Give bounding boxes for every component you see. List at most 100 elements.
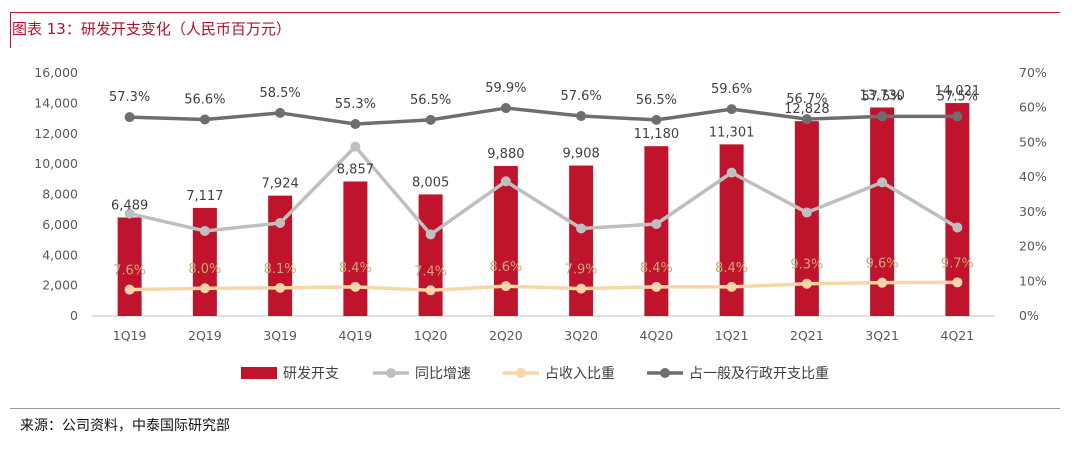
series-point	[425, 114, 436, 125]
legend-swatch-marker	[516, 368, 526, 378]
series-point	[877, 277, 888, 288]
y-left-tick-label: 6,000	[42, 217, 78, 232]
x-tick-label: 4Q21	[941, 328, 975, 343]
series-point	[651, 219, 662, 230]
y-right-tick-label: 50%	[1019, 134, 1047, 149]
x-tick-label: 1Q19	[113, 328, 147, 343]
x-tick-label: 1Q21	[715, 328, 749, 343]
revenue-share-label: 7.9%	[565, 263, 598, 278]
series-point	[801, 278, 812, 289]
series-point	[275, 107, 286, 118]
y-right-tick-label: 30%	[1019, 204, 1047, 219]
revenue-share-label: 8.4%	[715, 261, 748, 276]
y-right-tick-label: 0%	[1019, 308, 1039, 323]
series-point	[199, 225, 210, 236]
series-line	[129, 144, 959, 237]
revenue-share-label: 8.1%	[264, 262, 297, 277]
bar-value-label: 14,021	[935, 84, 981, 99]
y-left-tick-label: 16,000	[34, 65, 78, 80]
series-point	[576, 283, 587, 294]
title-rule	[10, 12, 1060, 13]
series-point	[651, 114, 662, 125]
x-tick-label: 2Q21	[790, 328, 824, 343]
revenue-share-label: 8.0%	[188, 262, 221, 277]
y-left-tick-label: 0	[70, 308, 78, 323]
ga-share-label: 57.3%	[109, 90, 150, 105]
source-rule	[10, 408, 1060, 409]
legend-swatch-marker	[386, 368, 396, 378]
revenue-share-label: 7.6%	[113, 264, 146, 279]
x-tick-label: 4Q19	[339, 328, 373, 343]
series-point	[576, 223, 587, 234]
series-point	[726, 104, 737, 115]
series-point	[124, 112, 135, 123]
series-point	[952, 277, 963, 288]
series-point	[350, 281, 361, 292]
y-left-tick-label: 8,000	[42, 187, 78, 202]
y-left-tick-label: 4,000	[42, 247, 78, 262]
revenue-share-label: 8.4%	[640, 261, 673, 276]
bar-value-label: 7,117	[186, 189, 223, 204]
series-point	[425, 229, 436, 240]
x-tick-label: 3Q21	[865, 328, 899, 343]
ga-share-label: 56.5%	[410, 93, 451, 108]
y-right-tick-label: 40%	[1019, 169, 1047, 184]
series-point	[350, 119, 361, 130]
series-point	[275, 217, 286, 228]
ga-share-label: 56.5%	[636, 93, 677, 108]
series-point	[275, 282, 286, 293]
bar-value-label: 9,908	[563, 147, 600, 162]
series-line	[129, 106, 958, 126]
ga-share-label: 57.5%	[937, 89, 978, 104]
y-right-tick-label: 70%	[1019, 65, 1047, 80]
legend-swatch-bar	[241, 367, 277, 379]
revenue-share-label: 7.4%	[414, 264, 447, 279]
y-left-tick-label: 12,000	[34, 126, 78, 141]
revenue-share-label: 9.6%	[866, 257, 899, 272]
legend-label: 占收入比重	[545, 366, 615, 382]
series-line	[129, 280, 958, 293]
bar-value-label: 11,180	[634, 127, 680, 142]
series-point	[500, 176, 511, 187]
ga-share-label: 55.3%	[335, 97, 376, 112]
x-tick-label: 3Q19	[263, 328, 297, 343]
y-right-tick-label: 10%	[1019, 273, 1047, 288]
ga-share-label: 57.5%	[861, 89, 902, 104]
bar-value-label: 8,005	[412, 175, 449, 190]
series-point	[877, 177, 888, 188]
series-point	[576, 111, 587, 122]
bar	[343, 181, 368, 316]
legend-label: 研发开支	[283, 366, 339, 382]
bar-value-label: 12,828	[784, 102, 830, 117]
legend-label: 同比增速	[415, 366, 471, 382]
bar	[117, 217, 142, 316]
series-point	[726, 167, 737, 178]
series-point	[952, 111, 963, 122]
y-left-tick-label: 2,000	[42, 278, 78, 293]
y-left-tick-label: 10,000	[34, 156, 78, 171]
series-point	[877, 111, 888, 122]
legend-label: 占一般及行政开支比重	[689, 366, 829, 382]
legend-swatch-marker	[660, 368, 670, 378]
series-point	[124, 284, 135, 295]
series-point	[952, 222, 963, 233]
y-left-tick-label: 14,000	[34, 95, 78, 110]
x-tick-label: 3Q20	[564, 328, 598, 343]
bar-value-label: 7,924	[262, 177, 299, 192]
ga-share-label: 58.5%	[259, 86, 300, 101]
series-point	[124, 208, 135, 219]
x-tick-label: 1Q20	[414, 328, 448, 343]
bar	[192, 207, 217, 316]
series-point	[801, 207, 812, 218]
source-note: 来源：公司资料，中泰国际研究部	[20, 418, 230, 434]
x-tick-label: 2Q19	[188, 328, 222, 343]
bar-value-label: 9,880	[487, 147, 524, 162]
series-point	[801, 114, 812, 125]
title-side-rule	[10, 12, 11, 48]
series-point	[726, 281, 737, 292]
revenue-share-label: 8.4%	[339, 261, 372, 276]
series-point	[500, 281, 511, 292]
x-tick-label: 4Q20	[640, 328, 674, 343]
bar-value-label: 11,301	[709, 125, 755, 140]
